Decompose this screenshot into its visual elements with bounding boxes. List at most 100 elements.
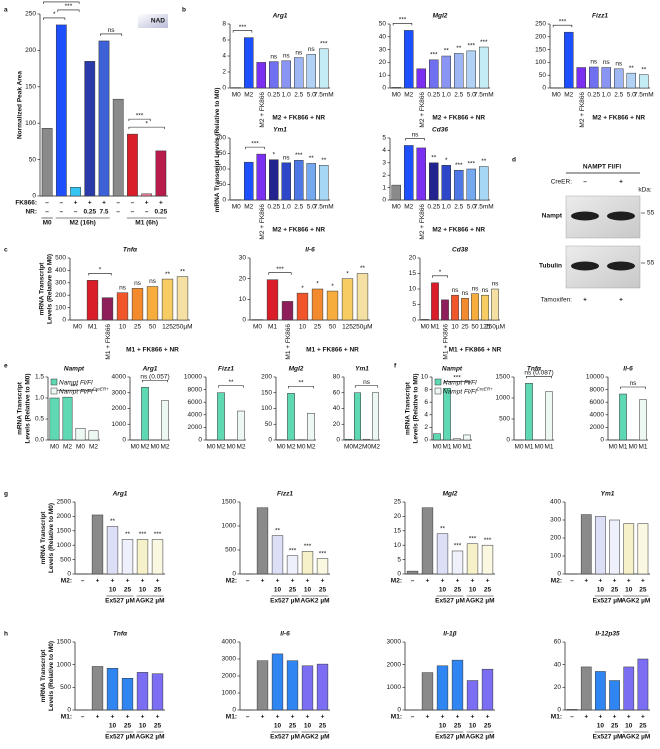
y-tick-label: 0 bbox=[382, 85, 386, 92]
row-label: – bbox=[131, 200, 135, 207]
y-tick-label: 500 bbox=[225, 547, 236, 554]
bar bbox=[217, 392, 225, 441]
y-tick-label: 100 bbox=[215, 166, 226, 173]
y-tick-label: 20 bbox=[409, 255, 417, 262]
row-label: + bbox=[441, 714, 445, 721]
row-label: 10 bbox=[469, 723, 477, 730]
row-label: 10 bbox=[597, 723, 605, 730]
bar bbox=[281, 60, 291, 89]
row-label: – bbox=[45, 200, 49, 207]
significance-label: ns bbox=[308, 46, 316, 53]
row-label: 10 bbox=[439, 587, 447, 594]
significance-label: *** bbox=[430, 52, 438, 59]
bar bbox=[491, 288, 499, 321]
y-tick-label: 150 bbox=[261, 389, 272, 396]
x-tick-label: 2.5 bbox=[614, 92, 623, 99]
row-label: + bbox=[471, 714, 475, 721]
row-name: FK866: bbox=[15, 200, 37, 207]
y-axis-label: mRNA Transcript bbox=[39, 262, 46, 316]
x-tick-label: M1 bbox=[462, 444, 471, 451]
title-box bbox=[138, 14, 168, 28]
group-label: Ex527 µM bbox=[435, 598, 465, 605]
significance-label: * bbox=[316, 281, 319, 288]
chart-title: Ym1 bbox=[273, 127, 287, 134]
x-tick-label: M1 bbox=[430, 324, 439, 331]
legend-swatch bbox=[50, 387, 58, 395]
x-tick-label: 5.0 bbox=[467, 204, 476, 211]
y-tick-label: 2000 bbox=[590, 424, 605, 431]
row-label: – bbox=[145, 209, 149, 216]
y-tick-label: 30 bbox=[379, 46, 387, 53]
y-tick-label: 2 bbox=[382, 172, 386, 179]
group-label: AGK2 µM bbox=[135, 598, 164, 605]
bar bbox=[256, 153, 266, 201]
bar bbox=[294, 57, 304, 89]
row-label: 10 bbox=[597, 587, 605, 594]
x-tick-label: 2.5 bbox=[294, 204, 303, 211]
y-tick-label: 50 bbox=[265, 421, 273, 428]
significance-label: ns bbox=[630, 380, 638, 387]
x-tick-label: 0.25 bbox=[587, 92, 600, 99]
y-axis-label: Levels (Relative to M0) bbox=[412, 373, 419, 443]
y-tick-label: 1000 bbox=[57, 661, 72, 668]
row-label: + bbox=[599, 714, 603, 721]
y-tick-label: 1.5 bbox=[35, 374, 44, 381]
significance-label: ns bbox=[462, 290, 470, 297]
group-label: Ex527 µM bbox=[105, 734, 135, 741]
y-tick-label: 20 bbox=[554, 684, 562, 691]
y-axis-label: Levels (Relative to M0) bbox=[48, 641, 55, 711]
bar bbox=[316, 558, 329, 575]
bar bbox=[121, 539, 134, 575]
y-tick-label: 300 bbox=[55, 280, 66, 287]
row-label: + bbox=[96, 714, 100, 721]
x-tick-label: 250µM bbox=[485, 324, 505, 331]
bar bbox=[463, 434, 471, 441]
y-tick-label: 60 bbox=[554, 639, 562, 646]
significance-label: ns bbox=[119, 284, 127, 291]
row-label: 10 bbox=[274, 587, 282, 594]
bar bbox=[356, 273, 369, 321]
legend-name: Nampt Fl/Fl bbox=[59, 388, 93, 395]
y-tick-label: 1.0 bbox=[35, 395, 44, 402]
bar bbox=[269, 61, 279, 89]
significance-label: ** bbox=[444, 48, 450, 55]
row-label: – bbox=[81, 714, 85, 721]
y-tick-label: 100 bbox=[261, 405, 272, 412]
significance-label: * bbox=[445, 157, 448, 164]
panel-label: h bbox=[4, 631, 8, 638]
significance-label: ns bbox=[363, 379, 371, 386]
y-tick-label: 3 bbox=[382, 160, 386, 167]
y-tick-label: 10 bbox=[239, 296, 247, 303]
significance-label: *** bbox=[453, 375, 461, 382]
significance-bracket bbox=[218, 385, 244, 388]
chart-title: Ym1 bbox=[355, 366, 369, 373]
y-tick-label: 50 bbox=[539, 72, 547, 79]
bar bbox=[391, 184, 401, 201]
row-label: – bbox=[570, 578, 574, 585]
bar bbox=[451, 550, 464, 575]
y-tick-label: 500 bbox=[60, 556, 71, 563]
row-name: M1: bbox=[61, 714, 72, 721]
x-tick-label: M0 bbox=[392, 92, 401, 99]
bar bbox=[41, 128, 53, 197]
x-tick-label: M2 bbox=[160, 444, 169, 451]
significance-label: *** bbox=[70, 383, 78, 390]
bar bbox=[481, 294, 489, 321]
y-tick-label: 80 bbox=[333, 374, 341, 381]
significance-bracket bbox=[288, 386, 314, 389]
bar bbox=[443, 388, 451, 441]
row-name: NR: bbox=[25, 209, 37, 216]
significance-label: ** bbox=[481, 158, 487, 165]
bar bbox=[421, 672, 434, 711]
bar bbox=[601, 67, 611, 89]
y-tick-label: 1000 bbox=[222, 523, 237, 530]
significance-bracket bbox=[392, 23, 413, 26]
bar bbox=[429, 162, 439, 201]
bar bbox=[301, 665, 314, 711]
y-tick-label: 50 bbox=[379, 21, 387, 28]
y-tick-label: 200 bbox=[550, 535, 561, 542]
significance-bracket bbox=[57, 9, 80, 12]
x-tick-label: M2 bbox=[564, 92, 573, 99]
significance-label: *** bbox=[467, 43, 475, 50]
significance-label: *** bbox=[295, 152, 303, 159]
